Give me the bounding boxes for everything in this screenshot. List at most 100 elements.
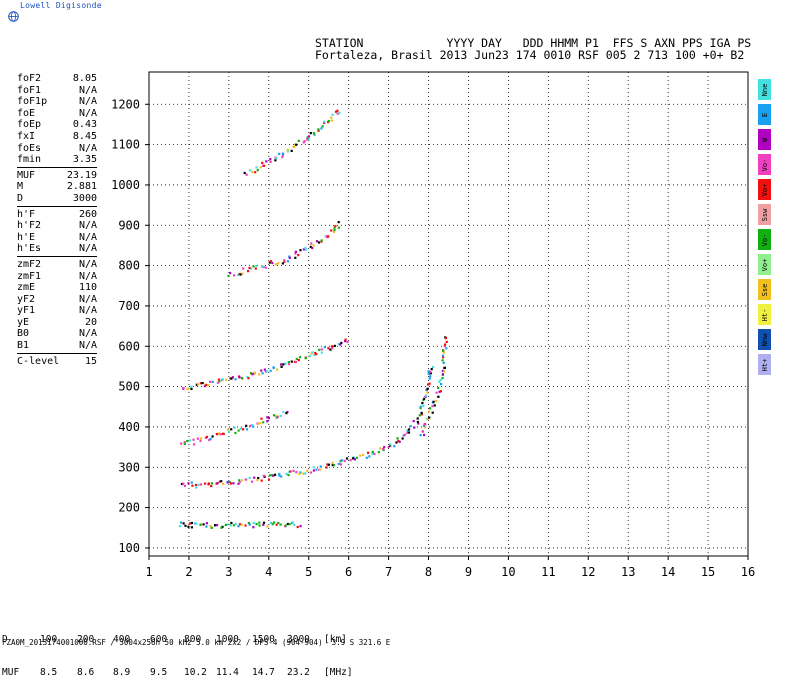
- echo-point: [401, 437, 404, 440]
- echo-point: [233, 274, 236, 277]
- echo-point: [359, 454, 362, 457]
- echo-point: [297, 254, 300, 257]
- param-row: zmE 110: [17, 282, 97, 294]
- param-label: M: [17, 181, 24, 193]
- echo-point: [395, 441, 398, 444]
- param-row: fxI 8.45: [17, 131, 97, 143]
- echo-point: [406, 429, 409, 432]
- param-value: N/A: [78, 96, 97, 108]
- param-value: N/A: [78, 270, 97, 282]
- echo-point: [252, 425, 255, 428]
- echo-point: [199, 483, 203, 486]
- echo-point: [333, 226, 336, 229]
- echo-point: [397, 439, 400, 442]
- y-tick-label: 900: [118, 218, 140, 232]
- echo-point: [330, 116, 333, 119]
- param-row: fmin 3.35: [17, 154, 97, 166]
- echo-point: [232, 482, 235, 485]
- echo-point: [183, 441, 186, 444]
- echo-point: [320, 239, 323, 242]
- echo-point: [428, 416, 431, 419]
- echo-point: [188, 439, 191, 442]
- echo-point: [419, 405, 422, 408]
- echo-point: [287, 474, 290, 477]
- echo-point: [234, 431, 237, 435]
- echo-point: [441, 377, 444, 380]
- echo-point: [441, 359, 444, 362]
- echo-point: [242, 267, 245, 270]
- param-value: 260: [78, 208, 97, 220]
- echo-point: [251, 424, 254, 427]
- legend-label: Sse: [760, 283, 769, 296]
- echo-point: [306, 469, 309, 472]
- echo-point: [320, 348, 323, 351]
- echo-point: [242, 428, 245, 431]
- echo-point: [283, 260, 286, 263]
- echo-point: [427, 370, 430, 373]
- echo-point: [299, 249, 302, 252]
- echo-point: [278, 152, 281, 155]
- param-row: foF1p N/A: [17, 96, 97, 108]
- x-tick-label: 10: [501, 565, 515, 579]
- echo-point: [277, 262, 280, 265]
- echo-point: [186, 440, 189, 443]
- muf-cell: 23.2: [287, 667, 310, 678]
- param-label: foE: [17, 107, 36, 119]
- echo-point: [291, 521, 295, 524]
- echo-point: [409, 425, 412, 428]
- echo-point: [302, 472, 305, 475]
- echo-point: [218, 480, 221, 483]
- echo-point: [183, 442, 186, 446]
- echo-point: [340, 459, 343, 462]
- echo-point: [317, 128, 320, 131]
- echo-point: [441, 354, 444, 357]
- distance-row: D 100 200 400 600 800 1000 1500 3000 [km]: [2, 634, 347, 645]
- echo-point: [336, 109, 339, 112]
- x-tick-label: 7: [385, 565, 392, 579]
- echo-point: [222, 432, 225, 436]
- echo-point: [211, 435, 214, 438]
- param-row: h'F2 N/A: [17, 220, 97, 232]
- legend-label: Ssw: [760, 208, 769, 221]
- echo-point: [241, 479, 244, 482]
- echo-point: [240, 523, 243, 526]
- echo-point: [237, 273, 240, 276]
- param-row: MUF 23.19: [17, 170, 97, 182]
- param-label: yF1: [17, 305, 36, 317]
- echo-point: [227, 430, 231, 433]
- echo-point: [285, 412, 288, 415]
- echo-point: [264, 370, 267, 373]
- echo-point: [233, 426, 236, 429]
- echo-point: [312, 244, 315, 247]
- echo-point: [305, 138, 309, 141]
- legend-label: Vo+: [760, 183, 769, 196]
- echo-point: [320, 240, 323, 243]
- echo-point: [304, 472, 307, 475]
- x-tick-label: 9: [465, 565, 472, 579]
- echo-point: [294, 360, 298, 364]
- echo-point: [315, 468, 318, 471]
- param-value: 20: [84, 316, 97, 328]
- param-separator: [17, 255, 97, 257]
- echo-point: [431, 411, 434, 414]
- param-value: N/A: [78, 258, 97, 270]
- echo-point: [320, 351, 323, 354]
- param-label: fmin: [17, 154, 42, 166]
- param-row: foE N/A: [17, 108, 97, 120]
- param-value: N/A: [78, 220, 97, 232]
- echo-point: [258, 524, 261, 527]
- param-row: h'F 260: [17, 209, 97, 221]
- echo-point: [292, 469, 295, 472]
- legend-label: W: [760, 137, 769, 142]
- param-value: 8.45: [72, 130, 97, 142]
- muf-cell: 8.9: [113, 667, 131, 678]
- param-label: MUF: [17, 169, 36, 181]
- param-value: 8.05: [72, 73, 97, 84]
- echo-point: [226, 481, 229, 484]
- echo-point: [270, 260, 273, 263]
- param-label: yE: [17, 316, 30, 328]
- echo-point: [437, 386, 440, 389]
- echo-point: [204, 482, 207, 485]
- echo-point: [406, 431, 409, 434]
- echo-point: [255, 166, 258, 169]
